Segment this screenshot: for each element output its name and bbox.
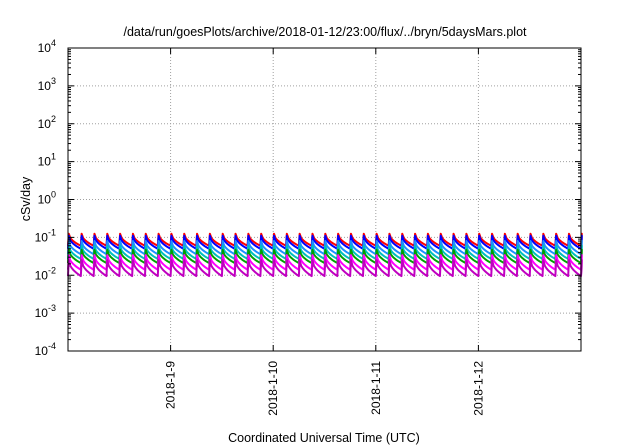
series-line-2	[67, 240, 583, 256]
x-axis-label: Coordinated Universal Time (UTC)	[228, 431, 420, 445]
series-line-3	[67, 244, 583, 260]
plot-frame	[67, 47, 582, 352]
y-axis: 10-4 10-3 10-2 10-1 100 101 102 103 104	[35, 38, 581, 358]
y-tick-label: 100	[38, 190, 56, 207]
y-tick-label: 104	[38, 38, 56, 55]
y-axis-label: cSv/day	[19, 176, 33, 221]
x-axis: 2018-1-9 2018-1-10 2018-1-11 2018-1-12	[164, 48, 485, 416]
grid	[68, 48, 581, 351]
y-tick-label: 10-3	[35, 303, 56, 320]
x-tick-label: 2018-1-10	[266, 361, 280, 416]
series-line-6	[67, 259, 583, 278]
y-tick-label: 10-4	[35, 341, 56, 358]
x-tick-label: 2018-1-12	[471, 361, 485, 416]
series-line-1	[67, 234, 583, 250]
y-tick-label: 102	[38, 114, 56, 131]
chart-title: /data/run/goesPlots/archive/2018-01-12/2…	[123, 25, 527, 39]
y-tick-label: 103	[38, 76, 56, 93]
series-line-5	[67, 254, 583, 271]
series-line-4	[67, 248, 583, 265]
y-tick-label: 10-1	[35, 227, 56, 244]
x-tick-label: 2018-1-9	[164, 361, 178, 409]
series-group	[67, 232, 583, 278]
y-tick-label: 10-2	[35, 265, 56, 282]
y-tick-label: 101	[38, 152, 56, 169]
x-tick-label: 2018-1-11	[369, 361, 383, 415]
